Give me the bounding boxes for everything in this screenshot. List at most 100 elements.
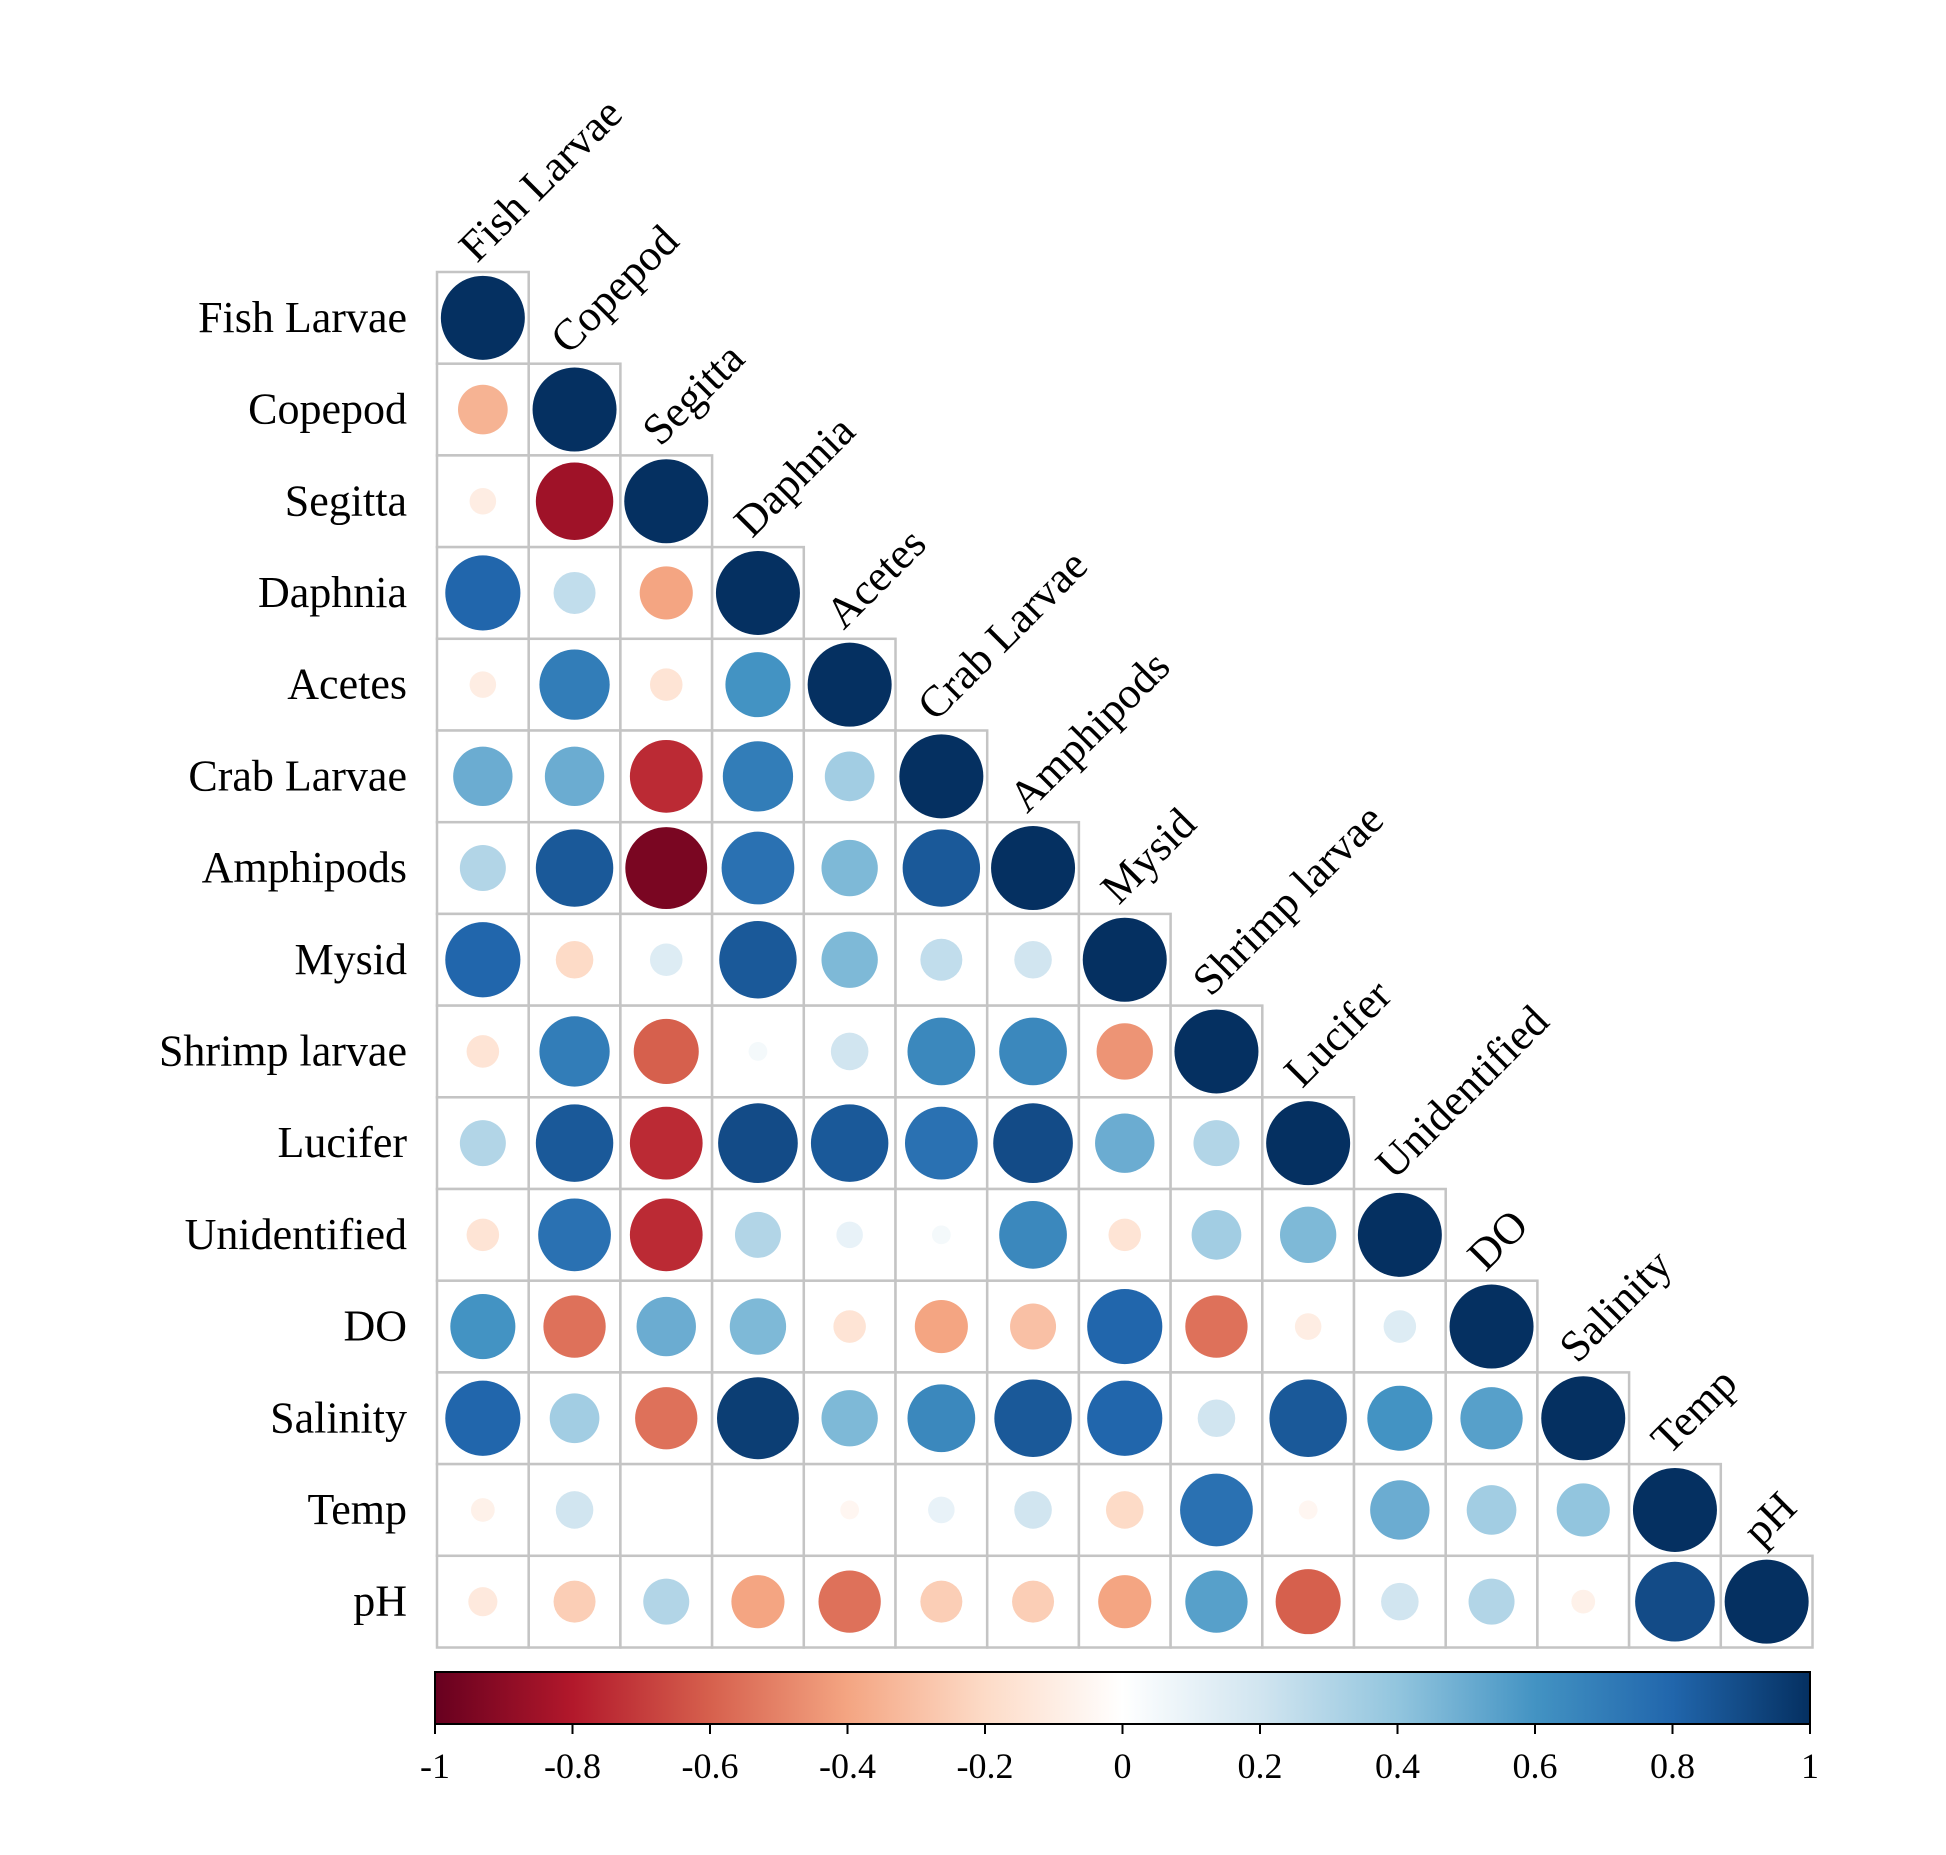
correlation-circle: [1108, 1218, 1142, 1252]
correlation-circle: [1294, 1313, 1322, 1340]
correlation-circle: [721, 831, 795, 905]
correlation-circle: [1556, 1483, 1610, 1537]
correlation-circle: [1275, 1569, 1341, 1635]
correlation-circle: [635, 1387, 698, 1450]
correlation-circle: [1087, 1380, 1163, 1456]
correlation-circle: [1185, 1570, 1248, 1633]
correlation-circles: [440, 275, 1809, 1644]
correlation-circle: [458, 384, 508, 435]
correlation-circle: [1174, 1009, 1259, 1094]
correlation-circle: [459, 1120, 506, 1167]
column-label: Acetes: [816, 519, 935, 638]
row-label: Mysid: [295, 935, 407, 984]
colorbar-tick-label: -0.2: [957, 1746, 1014, 1786]
correlation-circle: [748, 1042, 768, 1061]
correlation-circle: [1185, 1295, 1248, 1358]
matrix-cell: [619, 1462, 714, 1558]
correlation-circle: [729, 1298, 787, 1355]
correlation-circle: [1383, 1310, 1417, 1343]
row-label: pH: [353, 1577, 407, 1626]
correlation-circle: [450, 1294, 516, 1360]
correlation-circle: [470, 1498, 495, 1522]
colorbar-tick-label: 0.4: [1375, 1746, 1420, 1786]
row-label: Daphnia: [258, 568, 407, 617]
correlation-circle: [1095, 1113, 1155, 1173]
column-label: Daphnia: [724, 406, 864, 546]
matrix-cell: [435, 820, 530, 916]
colorbar-gradient: [434, 1671, 1811, 1725]
correlation-circle: [734, 1211, 781, 1258]
correlation-circle: [1279, 1206, 1337, 1264]
correlation-circle: [539, 649, 610, 720]
correlation-circle: [715, 550, 800, 635]
correlation-circle: [1010, 1303, 1057, 1350]
correlation-circle: [538, 1198, 611, 1272]
correlation-circle: [549, 1393, 600, 1444]
correlation-circle: [629, 1106, 703, 1180]
correlation-circle: [1632, 1467, 1717, 1552]
correlation-circle: [899, 734, 984, 819]
correlation-circle: [532, 367, 617, 452]
correlation-circle: [629, 1198, 703, 1272]
correlation-circle: [1087, 1288, 1163, 1365]
column-label: Shrimp larvae: [1183, 795, 1393, 1005]
correlation-circle: [1298, 1500, 1318, 1520]
correlation-circle: [840, 1500, 860, 1520]
correlation-circle: [920, 1580, 963, 1623]
row-label: Temp: [307, 1485, 407, 1534]
colorbar-tick-label: 1: [1801, 1746, 1819, 1786]
row-label: Amphipods: [202, 843, 407, 892]
colorbar-tick-label: -0.6: [682, 1746, 739, 1786]
correlation-circle: [830, 1032, 869, 1071]
correlation-circle: [807, 642, 892, 727]
column-label: Mysid: [1091, 799, 1205, 913]
correlation-circle: [818, 1570, 881, 1633]
correlation-circle: [445, 922, 521, 998]
correlation-circle: [649, 668, 683, 701]
correlation-circle: [649, 943, 683, 977]
correlation-circle: [1460, 1387, 1523, 1450]
correlation-circle: [639, 566, 693, 620]
row-label: Fish Larvae: [198, 293, 407, 342]
correlation-circle: [1381, 1582, 1419, 1621]
correlation-circle: [1105, 1491, 1144, 1529]
correlation-circle: [1367, 1385, 1433, 1451]
correlation-circle: [1370, 1480, 1430, 1540]
column-label: Salinity: [1550, 1240, 1681, 1371]
correlation-circle: [821, 931, 878, 988]
correlation-circle: [624, 459, 709, 544]
correlation-circle: [810, 1104, 889, 1182]
column-label: Crab Larvae: [908, 540, 1097, 729]
correlation-circle: [717, 1377, 799, 1460]
column-label: pH: [1733, 1482, 1806, 1555]
correlation-circle: [1014, 940, 1052, 979]
correlation-circle: [1096, 1023, 1153, 1080]
correlation-circle: [539, 1016, 610, 1087]
matrix-cell: [1352, 1279, 1447, 1374]
colorbar-tick-label: 0.6: [1513, 1746, 1558, 1786]
row-label: Copepod: [248, 385, 407, 434]
correlation-circle: [543, 1295, 606, 1358]
correlation-circle: [902, 829, 981, 907]
correlation-circle: [469, 487, 497, 515]
column-label: Lucifer: [1275, 970, 1401, 1096]
column-label: Unidentified: [1366, 996, 1558, 1188]
correlation-circle: [1197, 1399, 1236, 1438]
correlation-circle: [544, 746, 605, 807]
correlation-circle: [625, 827, 708, 909]
row-label: Lucifer: [278, 1118, 408, 1167]
correlation-circle: [920, 938, 963, 981]
column-label: Segitta: [633, 333, 754, 454]
correlation-circle: [1571, 1589, 1596, 1614]
correlation-circle: [999, 1017, 1067, 1086]
row-labels: Fish Larvae Copepod Segitta Daphnia Acetes Cr…: [159, 293, 407, 1626]
correlation-circle: [466, 1218, 500, 1252]
correlation-circle: [535, 462, 614, 540]
correlation-circle: [453, 746, 513, 807]
correlation-circle: [555, 940, 594, 979]
correlation-circle: [1012, 1580, 1055, 1623]
correlation-circle: [821, 839, 878, 897]
correlation-circle: [907, 1384, 976, 1453]
row-label: Segitta: [285, 476, 407, 525]
correlation-circle: [468, 1587, 498, 1617]
